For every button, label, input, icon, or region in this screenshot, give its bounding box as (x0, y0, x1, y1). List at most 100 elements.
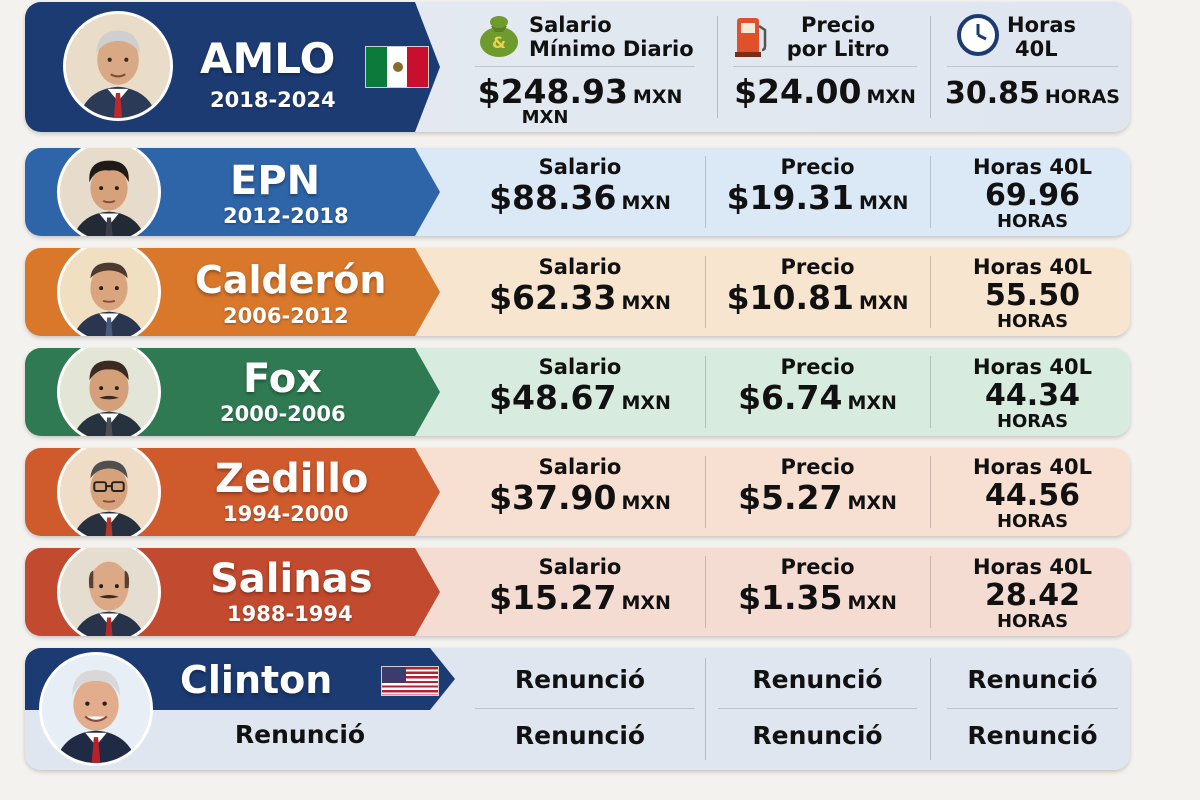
calderon-horas-value: 55.50 (985, 278, 1080, 313)
salinas-precio-unit: MXN (847, 592, 897, 614)
amlo-horas-value: 30.85 HORAS (945, 76, 1120, 111)
svg-text:&: & (492, 33, 506, 52)
president-years-amlo: 2018-2024 (210, 88, 336, 112)
zedillo-precio-label: Precio (780, 455, 855, 479)
epn-horas-label: Horas 40L (973, 155, 1092, 179)
avatar-epn (57, 148, 161, 236)
zedillo-horas-unit: HORAS (996, 511, 1069, 532)
portrait-clinton-icon (42, 655, 150, 763)
epn-precio-unit: MXN (858, 192, 909, 214)
portrait-calderon-icon (60, 248, 158, 336)
fox-horas-label: Horas 40L (973, 355, 1092, 379)
epn-salario-value: $88.36 MXN (489, 178, 671, 217)
amlo-precio-cell: Precio por Litro $24.00 MXN (725, 2, 925, 132)
calderon-precio-unit: MXN (858, 292, 909, 314)
clinton-horas-bottom: Renunció (967, 721, 1098, 750)
salinas-salario-unit: MXN (621, 592, 671, 614)
president-name-calderon: Calderón (195, 258, 387, 302)
amlo-salario-cell: & Salario Mínimo Diario $248.93 MXN MXN (455, 2, 705, 132)
president-years-zedillo: 1994-2000 (223, 502, 349, 526)
fox-horas-unit: HORAS (996, 411, 1069, 432)
amlo-horas-cell: Horas 40L 30.85 HORAS (935, 2, 1130, 132)
epn-horas-cell: Horas 40L 69.96 HORAS (935, 148, 1130, 236)
row-calderon: Calderón 2006-2012 Salario $62.33 MXN Pre… (25, 248, 1130, 336)
portrait-zedillo-icon (60, 448, 158, 536)
avatar-zedillo (57, 448, 161, 536)
clinton-salario-cell: Renunció Renunció (455, 648, 705, 770)
avatar-clinton (39, 652, 153, 766)
clinton-salario-bottom: Renunció (514, 721, 646, 750)
fox-salario-cell: Salario $48.67 MXN (455, 348, 705, 436)
banner-clinton: Clinton Renunció (25, 648, 455, 770)
fox-horas-cell: Horas 40L 44.34 HORAS (935, 348, 1130, 436)
epn-salario-unit: MXN (621, 192, 671, 214)
amlo-precio-label-2: por Litro (786, 37, 890, 61)
salinas-precio-value: $1.35 MXN (738, 578, 897, 617)
fox-precio-label: Precio (780, 355, 855, 379)
zedillo-horas-value: 44.56 (985, 478, 1080, 513)
portrait-amlo-icon (66, 14, 170, 118)
amlo-precio-label-1: Precio (800, 13, 876, 37)
calderon-horas-cell: Horas 40L 55.50 HORAS (935, 248, 1130, 336)
row-clinton: Clinton Renunció Renunció Renunció Renun… (25, 648, 1130, 770)
epn-salario-cell: Salario $88.36 MXN (455, 148, 705, 236)
salinas-horas-value: 28.42 (985, 578, 1080, 613)
amlo-salario-label-1: Salario (529, 13, 612, 37)
avatar-calderon (57, 248, 161, 336)
president-name-zedillo: Zedillo (215, 456, 369, 502)
amlo-horas-label-1: Horas (1007, 13, 1077, 37)
president-years-clinton: Renunció (234, 720, 366, 749)
calderon-horas-label: Horas 40L (973, 255, 1092, 279)
epn-horas-unit: HORAS (996, 211, 1069, 232)
fox-precio-cell: Precio $6.74 MXN (710, 348, 925, 436)
salinas-salario-cell: Salario $15.27 MXN (455, 548, 705, 636)
zedillo-salario-unit: MXN (621, 492, 671, 514)
row-fox: Fox 2000-2006 Salario $48.67 MXN Precio $… (25, 348, 1130, 436)
clinton-precio-bottom: Renunció (752, 721, 883, 750)
zedillo-salario-label: Salario (538, 455, 622, 479)
banner-fox: Fox 2000-2006 (25, 348, 440, 436)
fox-salario-value: $48.67 MXN (489, 378, 671, 417)
epn-horas-value: 69.96 (985, 178, 1080, 213)
calderon-salario-cell: Salario $62.33 MXN (455, 248, 705, 336)
portrait-fox-icon (60, 348, 158, 436)
clock-icon (957, 14, 999, 56)
calderon-salario-value: $62.33 MXN (489, 278, 671, 317)
president-name-clinton: Clinton (180, 658, 333, 702)
portrait-epn-icon (60, 148, 158, 236)
avatar-amlo (63, 11, 173, 121)
gas-pump-icon (735, 14, 769, 58)
salinas-precio-label: Precio (780, 555, 855, 579)
amlo-salario-unit: MXN (632, 86, 683, 108)
fox-salario-unit: MXN (621, 392, 671, 414)
banner-zedillo: Zedillo 1994-2000 (25, 448, 440, 536)
zedillo-precio-value: $5.27 MXN (738, 478, 897, 517)
salinas-precio-cell: Precio $1.35 MXN (710, 548, 925, 636)
calderon-precio-value: $10.81 MXN (726, 278, 909, 317)
calderon-salario-unit: MXN (621, 292, 671, 314)
clinton-salario-top: Renunció (514, 665, 646, 694)
president-name-amlo: AMLO (200, 34, 336, 83)
banner-salinas: Salinas 1988-1994 (25, 548, 440, 636)
president-name-epn: EPN (230, 158, 321, 204)
fox-precio-unit: MXN (847, 392, 897, 414)
amlo-salario-unit-2: MXN (521, 107, 569, 128)
salinas-salario-label: Salario (538, 555, 622, 579)
avatar-fox (57, 348, 161, 436)
clinton-horas-top: Renunció (967, 665, 1098, 694)
clinton-precio-cell: Renunció Renunció (710, 648, 925, 770)
epn-precio-cell: Precio $19.31 MXN (710, 148, 925, 236)
calderon-salario-label: Salario (538, 255, 622, 279)
amlo-precio-unit: MXN (866, 86, 916, 108)
calderon-precio-cell: Precio $10.81 MXN (710, 248, 925, 336)
clinton-horas-cell: Renunció Renunció (935, 648, 1130, 770)
banner-epn: EPN 2012-2018 (25, 148, 440, 236)
epn-salario-label: Salario (538, 155, 622, 179)
zedillo-horas-cell: Horas 40L 44.56 HORAS (935, 448, 1130, 536)
president-name-fox: Fox (243, 356, 322, 402)
zedillo-salario-cell: Salario $37.90 MXN (455, 448, 705, 536)
president-years-salinas: 1988-1994 (227, 602, 353, 626)
salinas-horas-unit: HORAS (996, 611, 1069, 632)
amlo-salario-value: $248.93 MXN (477, 72, 683, 111)
president-years-calderon: 2006-2012 (223, 304, 349, 328)
